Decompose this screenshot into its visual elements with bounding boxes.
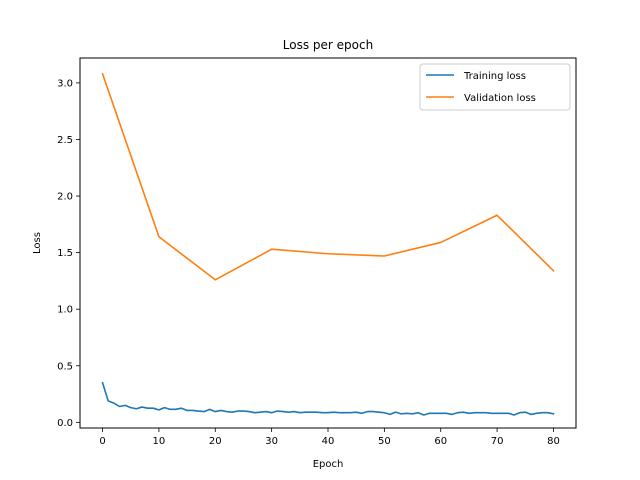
x-tick-label: 30 xyxy=(265,436,278,447)
x-tick-label: 70 xyxy=(491,436,504,447)
legend-label-validation-loss: Validation loss xyxy=(464,93,536,104)
y-tick-label: 2.0 xyxy=(57,192,73,203)
y-tick-label: 1.0 xyxy=(57,305,73,316)
legend-label-training-loss: Training loss xyxy=(463,71,526,82)
x-tick-label: 40 xyxy=(322,436,335,447)
series-layer xyxy=(101,72,555,416)
legend-box xyxy=(419,63,571,111)
series-line-training-loss xyxy=(101,381,555,416)
y-axis-label: Loss xyxy=(32,232,43,254)
x-tick-label: 20 xyxy=(209,436,222,447)
y-tick-label: 3.0 xyxy=(57,78,73,89)
y-axis-ticks: 0.0 0.5 1.0 1.5 2.0 2.5 3.0 xyxy=(57,78,80,429)
y-tick-label: 0.5 xyxy=(57,361,73,372)
y-tick-label: 1.5 xyxy=(57,248,73,259)
x-tick-label: 60 xyxy=(434,436,447,447)
legend: Training loss Validation loss xyxy=(419,63,571,111)
x-tick-label: 10 xyxy=(153,436,166,447)
x-tick-label: 80 xyxy=(547,436,560,447)
series-line-validation-loss xyxy=(101,72,555,281)
y-tick-label: 0.0 xyxy=(57,418,73,429)
chart-title: Loss per epoch xyxy=(283,38,373,52)
y-tick-label: 2.5 xyxy=(57,135,73,146)
x-tick-label: 0 xyxy=(99,436,105,447)
x-tick-label: 50 xyxy=(378,436,391,447)
x-axis-label: Epoch xyxy=(313,459,344,470)
x-axis-ticks: 0 10 20 30 40 50 60 70 80 xyxy=(99,428,560,447)
